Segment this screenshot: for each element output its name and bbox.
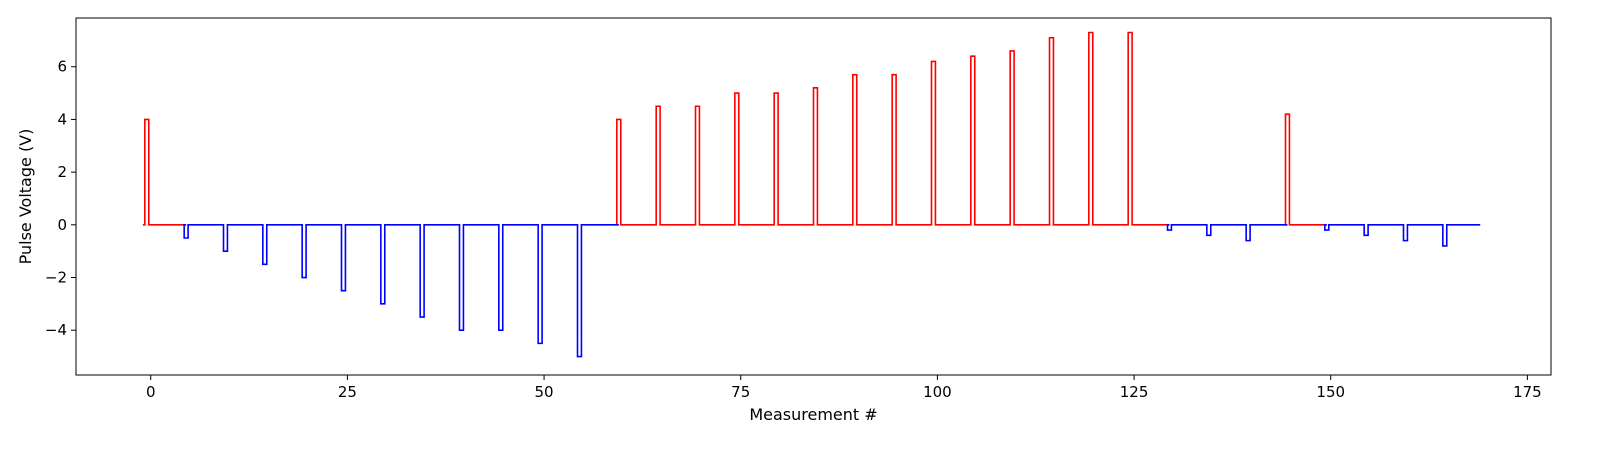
y-axis-ticks: −4 −2 0 2 4 6 bbox=[45, 58, 76, 339]
x-tick-label: 175 bbox=[1513, 383, 1542, 401]
y-tick-label: 2 bbox=[57, 163, 67, 181]
series-0-segment-1 bbox=[616, 31, 1170, 226]
series-0-segment-0 bbox=[142, 118, 187, 226]
x-tick-label: 25 bbox=[338, 383, 357, 401]
y-tick-label: −4 bbox=[45, 321, 67, 339]
x-tick-label: 0 bbox=[146, 383, 156, 401]
series-1-segment-2 bbox=[1324, 224, 1481, 247]
x-axis-ticks: 0 25 50 75 100 125 150 175 bbox=[146, 375, 1542, 401]
x-tick-label: 125 bbox=[1120, 383, 1149, 401]
x-tick-label: 50 bbox=[535, 383, 554, 401]
y-tick-label: −2 bbox=[45, 269, 67, 287]
series-1-segment-1 bbox=[1166, 224, 1288, 242]
y-tick-label: 4 bbox=[57, 110, 67, 128]
y-axis-label: Pulse Voltage (V) bbox=[16, 129, 35, 265]
y-tick-label: 0 bbox=[57, 216, 67, 234]
plot-area-frame bbox=[75, 17, 1552, 376]
x-tick-label: 75 bbox=[731, 383, 750, 401]
x-tick-label: 100 bbox=[923, 383, 952, 401]
y-tick-label: 6 bbox=[57, 58, 67, 76]
x-axis-label: Measurement # bbox=[749, 405, 877, 424]
series-0-segment-2 bbox=[1284, 113, 1327, 226]
x-tick-label: 150 bbox=[1316, 383, 1345, 401]
series-1-segment-0 bbox=[183, 224, 619, 358]
series-layer bbox=[142, 31, 1481, 358]
